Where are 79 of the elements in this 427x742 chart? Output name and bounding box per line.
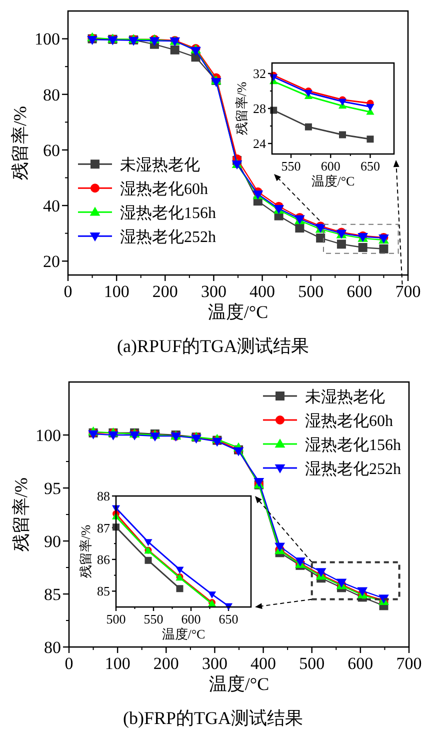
x-tick-label: 550 [144,611,164,626]
x-tick-label: 300 [202,654,228,674]
y-axis-title: 残留率/% [234,82,249,136]
x-tick-label: 200 [152,282,178,302]
y-tick-label: 87 [97,520,110,536]
point [366,136,374,143]
point [270,74,278,82]
point [316,234,326,243]
legend-label: 未湿热老化 [305,388,385,406]
point [339,131,346,138]
point [379,244,388,254]
y-tick-label: 40 [43,196,60,216]
y-tick-label: 90 [44,532,61,551]
legend-label: 未湿热老化 [120,156,200,174]
point [208,592,216,599]
point [338,98,347,106]
point [366,104,374,111]
y-tick-label: 86 [97,552,110,567]
legend-label: 湿热老化252h [120,228,216,246]
y-tick-label: 85 [44,584,61,604]
x-tick-label: 600 [320,158,340,174]
point [144,539,152,546]
x-tick-label: 500 [299,654,325,674]
point [170,45,180,54]
point [176,585,184,592]
legend-label: 湿热老化156h [120,204,216,222]
x-axis-title: 温度/°C [208,674,270,694]
x-tick-label: 0 [64,654,74,674]
text: (a)RPUF的TGA测试结果 [117,336,309,356]
x-tick-label: 400 [250,282,276,302]
x-axis-title: 温度/°C [311,173,355,188]
legend-label: 湿热老化252h [305,460,401,478]
point [295,224,304,233]
x-tick-label: 600 [346,282,372,302]
y-tick-label: 80 [43,85,60,104]
x-tick-label: 650 [218,611,238,626]
y-tick-label: 100 [34,30,60,49]
x-tick-label: 300 [200,282,226,302]
legend-label: 湿热老化60h [305,412,393,430]
x-tick-label: 550 [281,158,301,174]
x-axis-title: 温度/°C [162,626,206,642]
point [190,46,201,56]
point [149,37,160,46]
x-tick-label: 650 [360,158,380,174]
legend-label: 湿热老化156h [305,436,401,454]
point [108,431,118,440]
x-tick-label: 600 [348,654,374,674]
x-tick-label: 500 [298,282,324,302]
y-axis-title: 残留率/% [11,478,31,552]
point [358,242,368,252]
y-tick-label: 32 [253,66,266,82]
y-tick-label: 20 [43,252,60,272]
text: (b)FRP的TGA测试结果 [122,708,304,728]
y-tick-label: 88 [97,488,110,504]
y-tick-label: 100 [36,426,61,445]
x-tick-label: 600 [181,611,201,626]
point [144,556,152,564]
y-tick-label: 85 [97,584,110,599]
y-tick-label: 80 [44,638,61,657]
y-tick-label: 95 [44,478,61,498]
point [304,90,312,97]
y-axis-title: 残留率/% [78,524,93,578]
point [304,123,312,130]
y-tick-label: 28 [253,101,266,116]
legend-label: 湿热老化60h [120,180,208,198]
y-tick-label: 24 [253,136,266,152]
x-axis-title: 温度/°C [208,302,268,322]
point [224,603,233,610]
point [176,566,184,574]
x-tick-label: 500 [106,611,126,626]
x-tick-label: 400 [250,654,276,674]
y-axis-title: 残留率/% [10,106,30,180]
x-tick-label: 700 [396,654,422,674]
point [336,240,346,249]
y-tick-label: 60 [43,140,60,160]
x-tick-label: 700 [395,282,421,302]
x-tick-label: 0 [64,282,72,302]
x-tick-label: 200 [153,654,179,674]
point [357,587,368,596]
